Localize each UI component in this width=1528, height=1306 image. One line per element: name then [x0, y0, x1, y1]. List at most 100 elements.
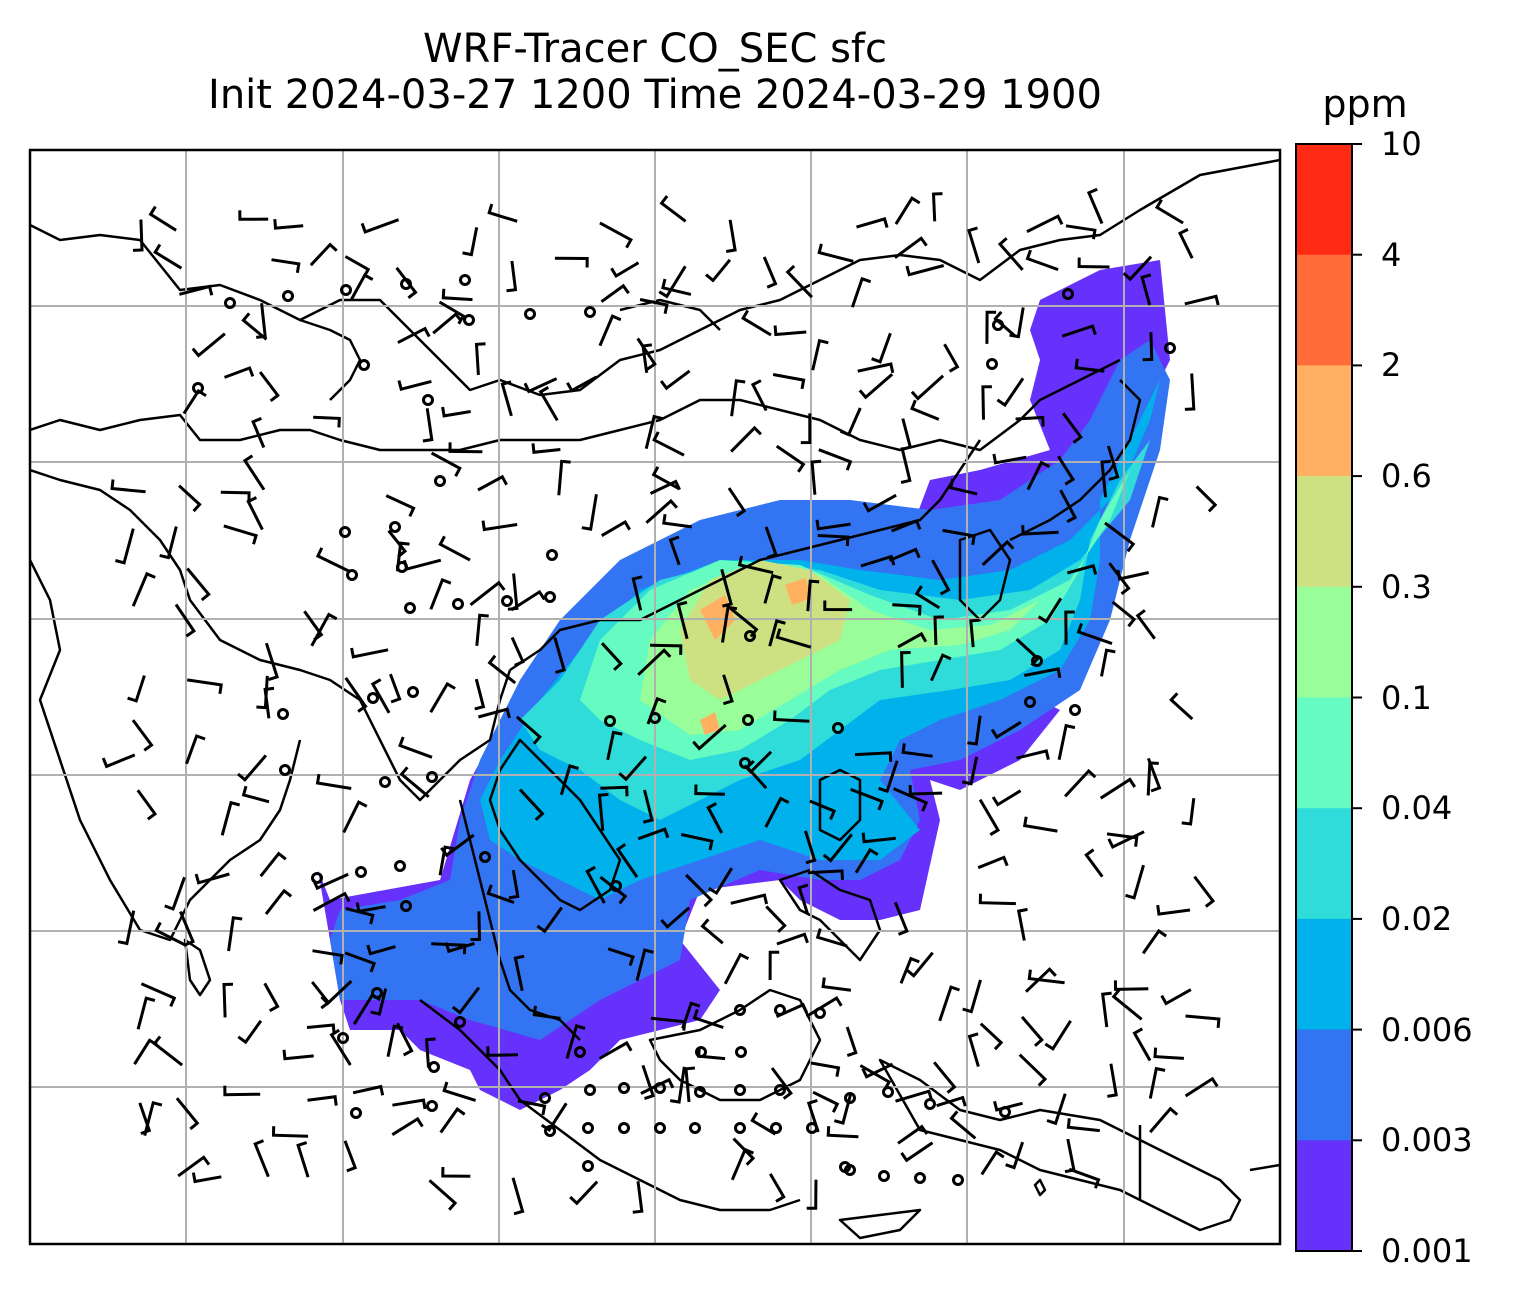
- wind-barb: [344, 951, 377, 973]
- wind-barb: [730, 379, 746, 417]
- wind-barb: [891, 519, 922, 533]
- wind-barb: [822, 833, 853, 863]
- wind-barb: [942, 528, 976, 546]
- wind-barb: [438, 535, 471, 562]
- wind-barb: [296, 1141, 310, 1178]
- wind-barb: [1185, 1014, 1221, 1029]
- wind-barb: [1106, 445, 1120, 481]
- wind-barb: [763, 573, 782, 604]
- wind-barb: [350, 647, 389, 659]
- wind-barb: [894, 236, 928, 259]
- wind-barb: [523, 377, 558, 394]
- wind-calm-marker: [914, 1172, 926, 1184]
- wind-barb: [696, 1046, 726, 1061]
- wind-barb: [430, 451, 462, 477]
- wind-calm-marker: [604, 715, 616, 727]
- wind-barb: [444, 941, 475, 954]
- wind-barb: [641, 343, 653, 374]
- wind-barb: [1160, 988, 1192, 1006]
- wind-barb: [131, 571, 156, 607]
- wind-barb: [775, 628, 812, 649]
- wind-barb: [1005, 1141, 1025, 1170]
- wind-barb: [191, 1172, 222, 1184]
- colorbar-tick-label: 0.003: [1381, 1121, 1473, 1160]
- wind-barb: [223, 1085, 261, 1097]
- wind-barb: [1059, 489, 1078, 524]
- wind-barb: [750, 1111, 777, 1136]
- coastlines: [30, 158, 1280, 1240]
- wind-barb: [179, 284, 214, 296]
- wind-barb: [668, 535, 681, 566]
- wind-calm-marker: [584, 306, 596, 318]
- wind-calm-marker: [463, 314, 475, 326]
- wind-barb: [474, 342, 486, 376]
- wind-barb: [1181, 798, 1196, 826]
- wind-barb: [651, 466, 681, 491]
- wind-barb: [618, 755, 648, 782]
- wind-barb: [478, 707, 511, 719]
- wind-calm-marker: [1024, 696, 1036, 708]
- wind-calm-marker: [350, 1107, 362, 1119]
- wind-calm-marker: [434, 475, 446, 487]
- wind-barb: [730, 893, 769, 905]
- wind-barb: [850, 276, 872, 308]
- wind-barb: [510, 589, 546, 612]
- wind-barb: [462, 227, 479, 257]
- wind-calm-marker: [282, 290, 294, 302]
- wind-barb: [306, 1023, 336, 1035]
- wind-barb: [997, 237, 1024, 271]
- colorbar-tick-label: 10: [1381, 125, 1422, 163]
- wind-barb: [977, 855, 1009, 870]
- wind-barb: [1024, 667, 1062, 679]
- wind-barb: [506, 260, 518, 293]
- wind-barb: [154, 921, 188, 947]
- wind-barb: [246, 496, 264, 531]
- wind-barb: [721, 605, 738, 643]
- wind-calm-marker: [832, 722, 844, 734]
- wind-barb: [136, 789, 158, 821]
- title-line-1: WRF-Tracer CO_SEC sfc: [422, 26, 888, 72]
- wind-barb: [1122, 255, 1153, 282]
- wind-barb: [251, 417, 266, 449]
- wind-barb: [253, 1139, 270, 1178]
- wind-barb: [981, 385, 992, 420]
- wind-calm-marker: [734, 1122, 746, 1134]
- wind-barb: [967, 1032, 980, 1068]
- colorbar-segment: [1296, 1140, 1352, 1252]
- wind-barb: [833, 1094, 852, 1125]
- wind-barb: [508, 869, 520, 900]
- wind-barb: [635, 948, 654, 981]
- wind-barb: [352, 1084, 385, 1096]
- wind-barb: [1142, 332, 1154, 362]
- wind-calm-marker: [744, 630, 756, 642]
- wind-calm-marker: [355, 866, 367, 878]
- colorbar-tick-label: 0.6: [1381, 457, 1432, 496]
- wind-barb: [175, 1097, 200, 1131]
- wind-calm-marker: [654, 1122, 666, 1134]
- map-area: [30, 150, 1280, 1244]
- wind-barb: [223, 524, 258, 545]
- wind-barb: [186, 678, 223, 695]
- wind-barb: [470, 911, 482, 942]
- wind-barb: [1195, 485, 1218, 513]
- wind-calm-marker: [539, 1092, 551, 1104]
- wind-barb: [1064, 768, 1097, 798]
- wind-barb: [487, 654, 517, 685]
- wind-barb: [730, 1147, 754, 1181]
- wind-barb: [1067, 563, 1098, 575]
- wind-barb: [392, 1098, 427, 1110]
- wind-barb: [312, 949, 344, 965]
- wind-barb: [600, 519, 631, 537]
- colorbar-unit-label: ppm: [1322, 82, 1408, 126]
- wind-barb: [598, 1040, 633, 1060]
- wind-barb: [271, 1126, 309, 1138]
- wind-barb: [531, 443, 561, 454]
- wind-barb: [845, 1026, 858, 1058]
- wind-barb: [1100, 648, 1116, 677]
- wind-barb: [639, 298, 669, 315]
- wind-barb: [806, 1179, 818, 1210]
- wind-barb: [311, 981, 331, 1010]
- wind-barb: [1154, 198, 1184, 225]
- wind-barb: [991, 789, 1022, 807]
- wind-barb: [859, 1064, 892, 1091]
